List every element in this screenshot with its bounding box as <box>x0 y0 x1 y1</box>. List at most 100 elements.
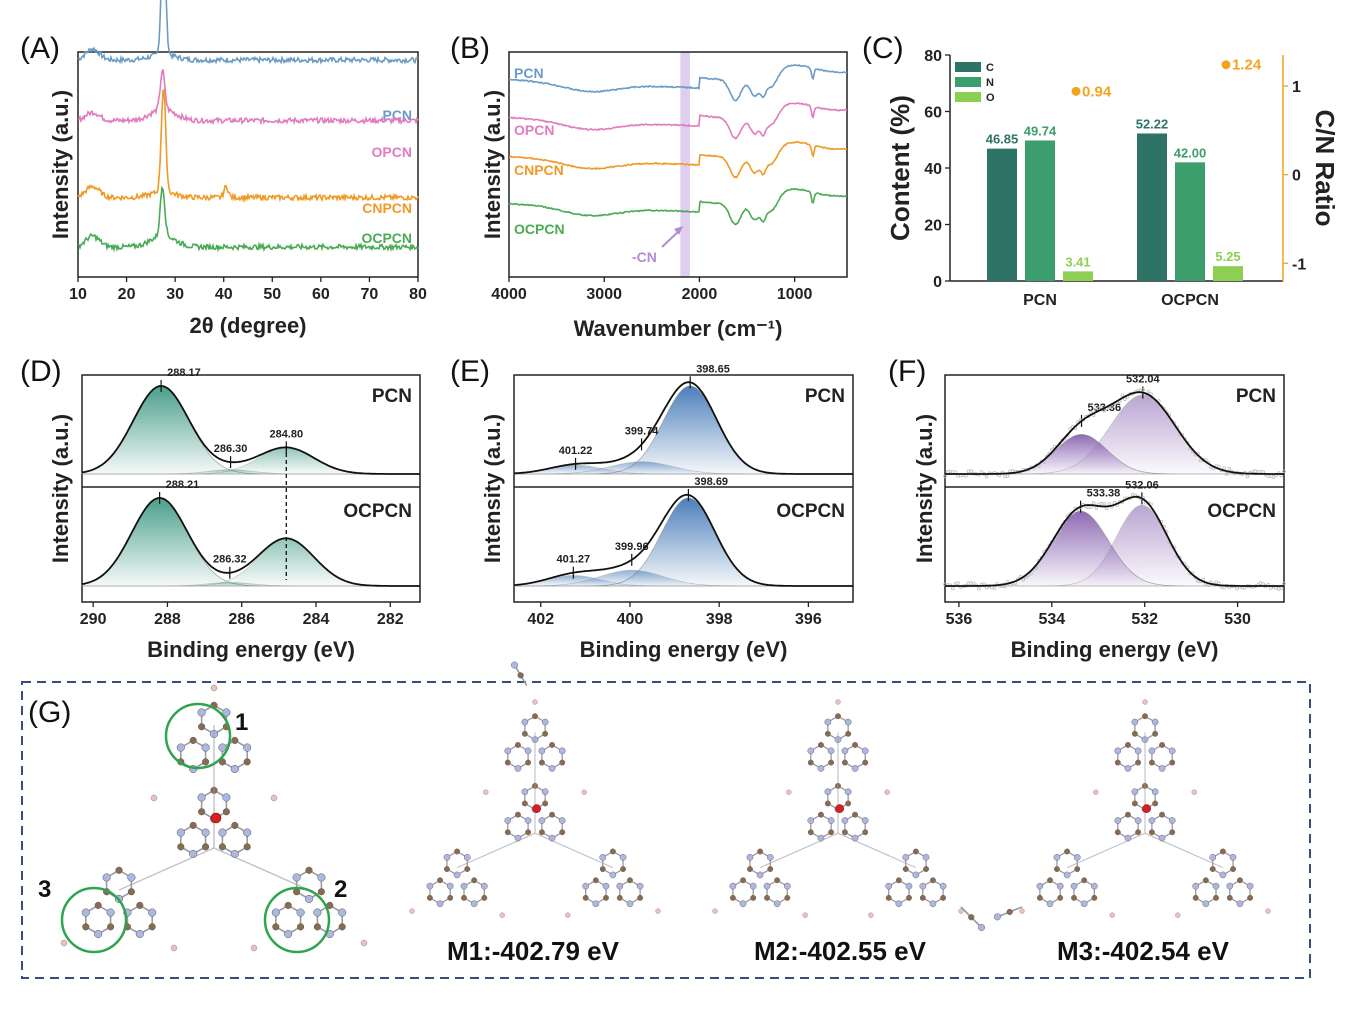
panel-f-raw-point <box>1235 586 1239 591</box>
nitrogen-atom <box>271 908 280 917</box>
nitrogen-atom <box>313 908 322 917</box>
hydrogen-atom <box>802 912 808 918</box>
carbon-atom <box>82 923 90 931</box>
model-energy-label-2: M2:-402.55 eV <box>754 936 927 966</box>
carbon-atom <box>1054 866 1060 872</box>
panel-f-raw-point <box>1261 582 1265 586</box>
nitrogen-atom <box>1134 747 1142 755</box>
nitrogen-atom <box>148 908 157 917</box>
nitrogen-atom <box>592 900 600 908</box>
panel-c-y2tick-label: 0 <box>1292 168 1301 185</box>
nitrogen-atom <box>978 924 985 931</box>
panel-c-legend-swatch <box>955 92 981 102</box>
panel-xtick-label: 536 <box>946 611 973 628</box>
hydrogen-atom <box>884 789 890 795</box>
panel-xtick-label: 396 <box>795 611 822 628</box>
panel-e-xlabel: Binding energy (eV) <box>580 637 788 662</box>
panel-peak-label: 398.65 <box>696 363 730 375</box>
carbon-atom <box>461 894 467 901</box>
panel-f-envelope <box>945 495 1284 587</box>
carbon-atom <box>1047 877 1053 884</box>
panel-c-bar-c <box>987 148 1017 281</box>
panel-xtick-label: 530 <box>1224 611 1251 628</box>
carbon-atom <box>862 829 869 836</box>
carbon-atom <box>1159 742 1165 748</box>
carbon-atom <box>1125 811 1131 818</box>
bond <box>213 847 310 891</box>
carbon-atom <box>198 808 206 816</box>
carbon-atom <box>1159 811 1165 818</box>
nitrogen-atom <box>1131 718 1139 726</box>
nitrogen-atom <box>1036 882 1044 890</box>
carbon-atom <box>504 759 511 766</box>
carbon-atom <box>1209 866 1216 872</box>
panel-d-label: (D) <box>20 355 62 388</box>
carbon-atom <box>231 821 239 829</box>
carbon-atom <box>1006 908 1013 915</box>
panel-c-ratio-label: 1.24 <box>1232 57 1262 74</box>
panel-peak-label: 399.74 <box>625 425 660 437</box>
panel-d-ylabel: Intensity (a.u.) <box>48 414 73 563</box>
carbon-atom <box>136 901 144 909</box>
molecule-structure <box>993 699 1271 921</box>
carbon-atom <box>757 848 764 855</box>
panel-b-series-label: PCN <box>514 65 544 81</box>
panel-c-y2label: C/N Ratio <box>1310 110 1340 227</box>
panel-xtick-label: 290 <box>80 611 107 628</box>
panel-c-bar-value: 3.41 <box>1065 254 1090 269</box>
hydrogen-atom <box>250 944 258 952</box>
nitrogen-atom <box>619 854 627 861</box>
panel-xtick-label: 402 <box>527 611 554 628</box>
panel-f-raw-point <box>1005 474 1010 478</box>
panel-f-raw-point <box>1102 501 1106 506</box>
panel-a-series-label: OCPCN <box>361 230 412 246</box>
nitrogen-atom <box>436 900 444 908</box>
nitrogen-atom <box>317 873 326 882</box>
carbon-atom <box>828 829 835 836</box>
carbon-atom <box>824 800 831 807</box>
panel-xtick-label: 398 <box>706 611 733 628</box>
nitrogen-atom <box>1046 900 1054 908</box>
nitrogen-atom <box>939 882 947 890</box>
panel-f-raw-point <box>1224 472 1229 476</box>
nitrogen-atom <box>511 661 518 669</box>
nitrogen-atom <box>541 718 549 726</box>
panel-d-xlabel: Binding energy (eV) <box>147 637 355 662</box>
carbon-atom <box>218 843 226 851</box>
nitrogen-atom <box>426 882 434 890</box>
carbon-atom <box>1074 866 1081 872</box>
panel-f-raw-point <box>1143 394 1148 399</box>
nitrogen-atom <box>304 894 314 903</box>
carbon-atom <box>862 759 869 766</box>
panel-e-label: (E) <box>450 355 490 388</box>
nitrogen-atom <box>844 718 852 726</box>
carbon-atom <box>1135 759 1142 766</box>
panel-f-raw-point <box>1123 397 1127 401</box>
nitrogen-atom <box>1073 854 1081 861</box>
panel-a-xtick-label: 20 <box>118 286 136 303</box>
carbon-atom <box>202 843 210 851</box>
carbon-atom <box>784 894 791 901</box>
nitrogen-atom <box>841 747 849 755</box>
hydrogen-atom <box>868 912 874 918</box>
panel-e-frame <box>513 374 854 603</box>
nitrogen-atom <box>558 747 566 755</box>
panel-f-raw-point <box>977 586 981 591</box>
nitrogen-atom <box>773 900 781 908</box>
panel-c-ratio-point <box>1221 60 1231 70</box>
hydrogen-atom <box>1265 908 1271 914</box>
nitrogen-atom <box>338 908 347 917</box>
panel-f-raw-point <box>1060 438 1065 443</box>
panel-c-ratio-label: 0.94 <box>1082 83 1112 100</box>
panel-a-xtick-label: 70 <box>361 286 379 303</box>
panel-c-legend-swatch <box>955 77 981 87</box>
carbon-atom <box>609 848 616 855</box>
carbon-atom <box>549 742 555 748</box>
nitrogen-atom <box>861 747 869 755</box>
carbon-atom <box>637 894 644 901</box>
nitrogen-atom <box>446 882 454 890</box>
carbon-atom <box>940 894 947 901</box>
panel-c-bar-o <box>1063 271 1093 281</box>
bond <box>534 832 614 869</box>
carbon-atom <box>740 877 746 884</box>
